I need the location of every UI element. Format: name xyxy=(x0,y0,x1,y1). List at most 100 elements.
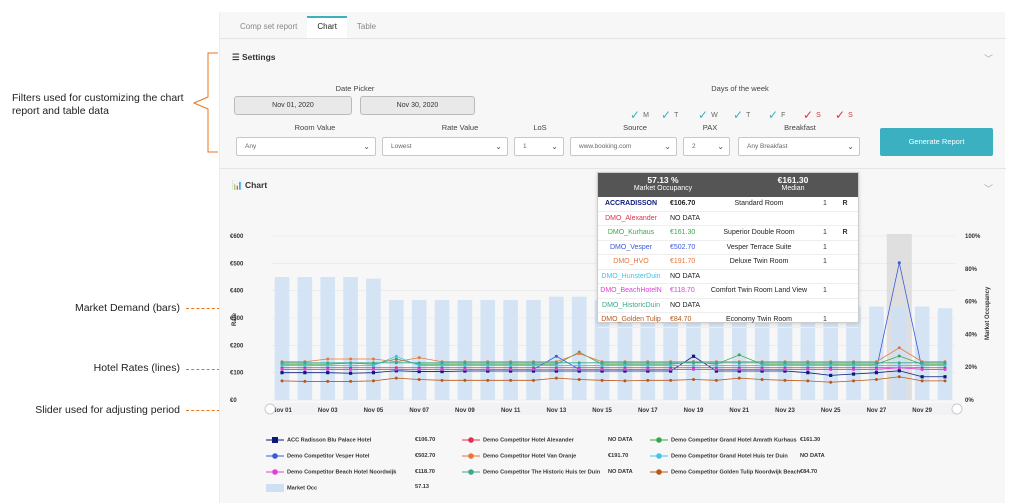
dow-sat[interactable]: ✓ S xyxy=(803,108,821,122)
series-point xyxy=(897,361,901,365)
tooltip-qty: 1 xyxy=(823,200,827,208)
series-point xyxy=(897,354,901,358)
series-point xyxy=(463,364,467,368)
series-point xyxy=(463,369,467,373)
tooltip-row: ACCRADISSON €106.70 Standard Room 1 R xyxy=(598,197,858,212)
dow-fri[interactable]: ✓ F xyxy=(768,108,786,122)
tab-chart[interactable]: Chart xyxy=(307,16,347,38)
series-point xyxy=(829,367,833,371)
series-point xyxy=(920,367,924,371)
check-icon: ✓ xyxy=(835,108,846,122)
breakfast-select[interactable]: Any Breakfast ⌄ xyxy=(738,137,860,156)
tooltip-rate: €118.70 xyxy=(670,287,695,295)
check-icon: ✓ xyxy=(698,108,709,122)
legend-item-market-occ[interactable]: Market Occ 57.13 xyxy=(266,484,466,492)
tooltip-header: 57.13 % Market Occupancy €161.30 Median xyxy=(598,173,858,197)
tooltip-room: Economy Twin Room xyxy=(725,316,792,324)
tooltip-room: Deluxe Twin Room xyxy=(729,258,789,266)
occupancy-bar xyxy=(457,299,473,400)
series-point xyxy=(737,367,741,371)
series-point xyxy=(440,378,444,382)
legend-value: 57.13 xyxy=(415,484,429,490)
series-point xyxy=(280,379,284,383)
legend-item[interactable]: Demo Competitor Grand Hotel Huis ter Dui… xyxy=(650,453,850,459)
legend-item[interactable]: Demo Competitor Vesper Hotel €502.70 xyxy=(266,453,465,459)
room-value-select[interactable]: Any ⌄ xyxy=(236,137,376,156)
tab-bar: Comp set report Chart Table xyxy=(230,16,386,38)
legend-item[interactable]: Demo Competitor The Historic Huis ter Du… xyxy=(462,469,658,475)
dow-wed[interactable]: ✓ W xyxy=(698,108,718,122)
series-point xyxy=(783,367,787,371)
series-point xyxy=(600,367,604,371)
tab-table[interactable]: Table xyxy=(356,22,377,31)
occupancy-bar xyxy=(571,296,587,400)
legend-item[interactable]: Demo Competitor Golden Tulip Noordwijk B… xyxy=(650,469,850,475)
slider-handle-left[interactable] xyxy=(264,403,276,415)
tooltip-row: DMO_Alexander NO DATA xyxy=(598,212,858,226)
series-point xyxy=(897,366,901,370)
series-point xyxy=(326,379,330,383)
rate-value-select[interactable]: Lowest ⌄ xyxy=(382,137,508,156)
series-point xyxy=(440,361,444,365)
date-picker-label: Date Picker xyxy=(335,84,375,93)
legend-item[interactable]: Demo Competitor Grand Hotel Amrath Kurha… xyxy=(650,437,850,443)
series-line xyxy=(282,351,945,365)
tooltip-qty: 1 xyxy=(823,243,827,251)
tab-comp-set-report[interactable]: Comp set report xyxy=(240,22,298,31)
legend-item[interactable]: ACC Radisson Blu Palace Hotel €106.70 xyxy=(266,437,465,443)
dow-thu[interactable]: ✓ T xyxy=(733,108,751,122)
series-point xyxy=(349,361,353,365)
y-tick-label: €400 xyxy=(230,289,244,295)
series-point xyxy=(737,361,741,365)
legend-marker xyxy=(462,469,480,475)
series-point xyxy=(692,361,696,365)
pax-select[interactable]: 2 ⌄ xyxy=(683,137,730,156)
tooltip-name: DMO_Kurhaus xyxy=(607,229,655,237)
legend-item[interactable]: Demo Competitor Hotel Van Oranje €191.70 xyxy=(462,453,658,459)
tooltip-name: DMO_Vesper xyxy=(609,243,653,251)
series-point xyxy=(394,357,398,361)
tooltip-name: DMO_Golden Tulip xyxy=(601,316,661,324)
series-point xyxy=(943,367,947,371)
legend-item[interactable]: Demo Competitor Hotel Alexander NO DATA xyxy=(462,437,658,443)
settings-header[interactable]: ☰ Settings xyxy=(232,52,276,63)
series-point xyxy=(417,361,421,365)
chart-chevron-down-icon[interactable]: ﹀ xyxy=(984,184,994,194)
date-from-input[interactable]: Nov 01, 2020 xyxy=(234,96,352,115)
occupancy-bar xyxy=(686,301,701,400)
dow-tue[interactable]: ✓ T xyxy=(661,108,679,122)
series-point xyxy=(646,378,650,382)
legend-item[interactable]: Demo Competitor Beach Hotel Noordwijk €11… xyxy=(266,469,465,475)
date-to-input[interactable]: Nov 30, 2020 xyxy=(360,96,475,115)
tooltip-row: DMO_HunsterDuin NO DATA xyxy=(598,270,858,284)
los-select[interactable]: 1 ⌄ xyxy=(514,137,564,156)
legend-label: Demo Competitor Hotel Alexander xyxy=(483,437,574,444)
series-point xyxy=(577,361,581,365)
y2-tick-label: 40% xyxy=(965,332,978,338)
dow-sun[interactable]: ✓ S xyxy=(835,108,853,122)
occupancy-bar xyxy=(411,299,427,400)
legend-value: NO DATA xyxy=(608,469,633,475)
series-point xyxy=(760,378,764,381)
series-point xyxy=(783,364,787,368)
generate-report-button[interactable]: Generate Report xyxy=(880,128,993,156)
series-point xyxy=(486,367,490,371)
series-point xyxy=(623,361,627,365)
series-point xyxy=(349,367,353,371)
slider-handle-right[interactable] xyxy=(951,403,963,415)
x-tick-label: Nov 01 xyxy=(272,408,292,414)
series-point xyxy=(852,367,856,371)
report-panel: Comp set report Chart Table ☰ Settings ﹀… xyxy=(219,12,1006,503)
source-select[interactable]: www.booking.com ⌄ xyxy=(570,137,677,156)
chart-header[interactable]: 📊 Chart xyxy=(232,180,267,191)
series-point xyxy=(417,364,421,368)
settings-chevron-down-icon[interactable]: ﹀ xyxy=(984,54,994,64)
series-point xyxy=(920,361,924,365)
series-point xyxy=(669,369,673,373)
occupancy-bar xyxy=(914,306,930,400)
dow-mon[interactable]: ✓ M xyxy=(630,108,649,122)
chevron-down-icon: ⌄ xyxy=(495,142,502,151)
series-point xyxy=(646,361,650,365)
tooltip-rate: NO DATA xyxy=(670,301,701,309)
series-point xyxy=(371,364,375,368)
